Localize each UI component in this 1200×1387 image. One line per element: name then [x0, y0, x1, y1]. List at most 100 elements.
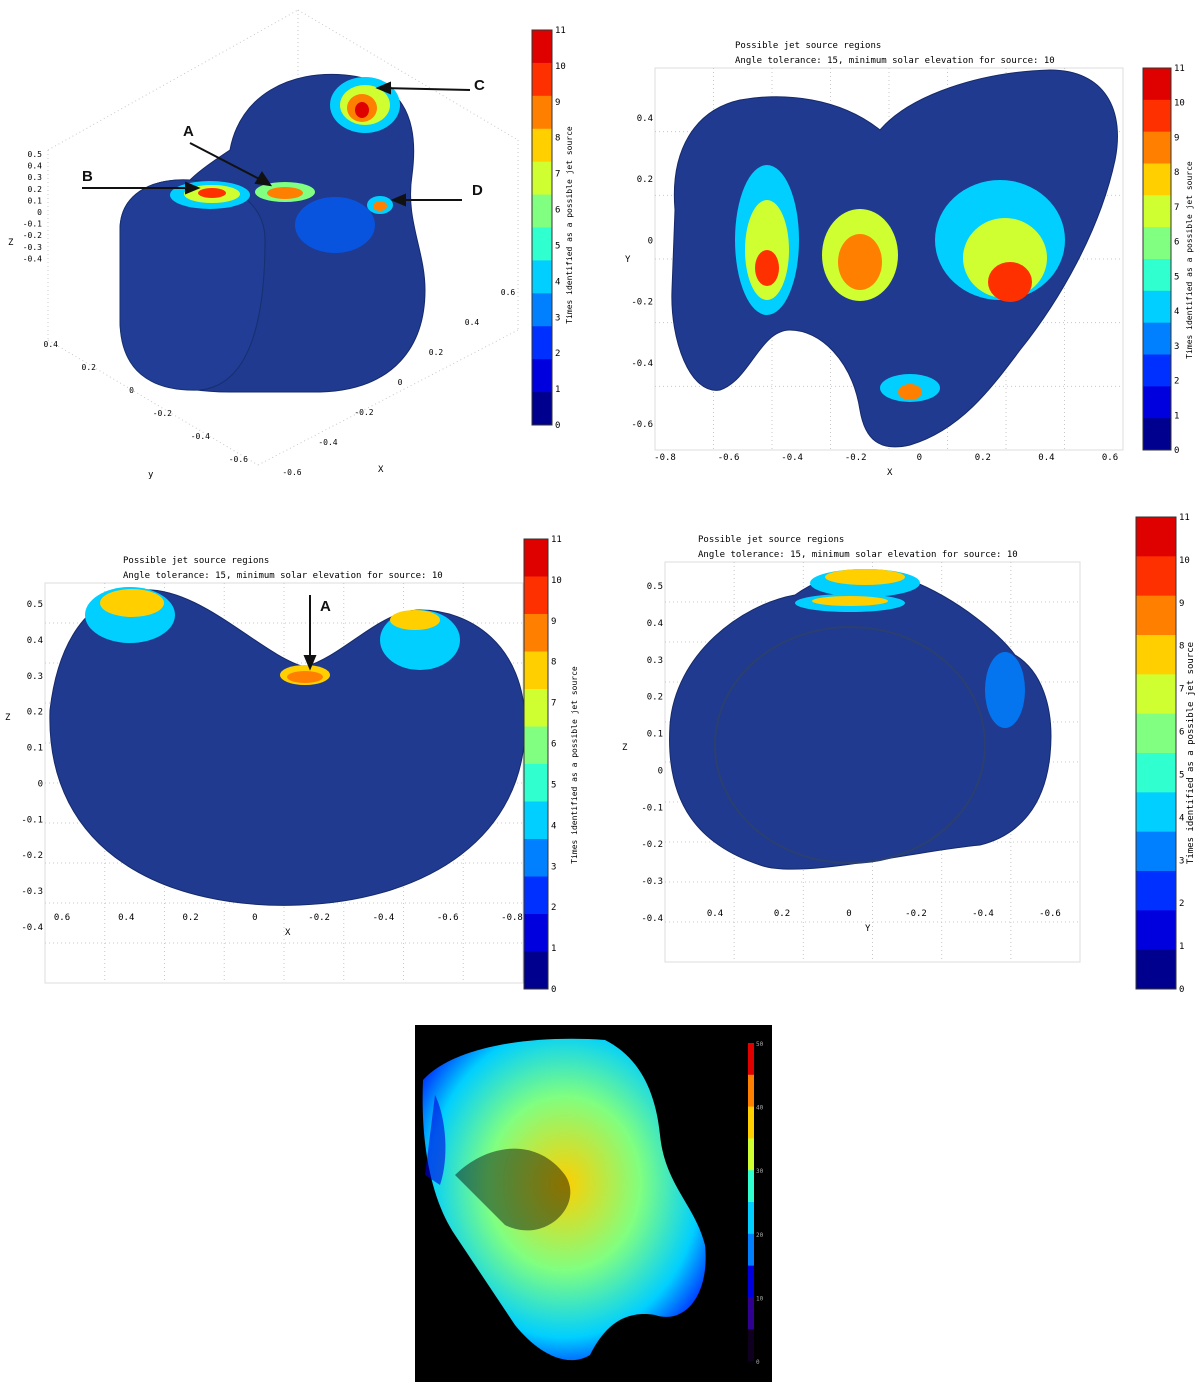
- colorbar-segment: [1143, 386, 1171, 419]
- colorbar-segment: [1136, 831, 1176, 872]
- y-tick-label: 0.4: [647, 619, 663, 629]
- colorbar-segment: [748, 1138, 754, 1171]
- colorbar-tick-label: 7: [1174, 203, 1179, 213]
- y-tick-label: -0.1: [641, 803, 663, 813]
- y-tick-label: 0: [129, 386, 134, 395]
- colorbar-segment: [524, 951, 548, 990]
- y-tick-label: -0.4: [641, 914, 663, 924]
- y-tick-label: 0: [38, 779, 43, 789]
- colorbar-segment: [748, 1297, 754, 1330]
- colorbar-tick-label: 0: [1174, 446, 1179, 456]
- colorbar-segment: [1136, 753, 1176, 793]
- colorbar-tick-label: 1: [555, 385, 560, 395]
- colorbar-tick-label: 0: [555, 421, 560, 431]
- colorbar-segment: [524, 726, 548, 765]
- colorbar-tick-label: 6: [555, 206, 560, 216]
- axis-label-x: X: [378, 465, 384, 475]
- colorbar-segment: [524, 576, 548, 615]
- colorbar-segment: [1136, 949, 1176, 990]
- y-tick-label: 0.5: [27, 600, 43, 610]
- annotation-arrows: [82, 81, 471, 207]
- chart-yz-view: Possible jet source regions Angle tolera…: [622, 513, 1196, 995]
- y-tick-label: 0.3: [647, 656, 663, 666]
- colorbar-tick-label: 5: [555, 241, 560, 251]
- colorbar-tick-label: 2: [1179, 899, 1184, 909]
- colorbar-label: Times identified as a possible jet sourc…: [570, 666, 579, 864]
- y-tick-label: 0.2: [647, 693, 663, 703]
- colorbar-tick-label: 9: [1174, 133, 1179, 143]
- axis-label-y: y: [148, 470, 154, 480]
- annotation-label-c: C: [474, 77, 485, 94]
- colorbar-tick-label: 10: [756, 1295, 764, 1302]
- panel-yz-view: Possible jet source regions Angle tolera…: [600, 505, 1200, 1000]
- colorbar-segment: [1143, 418, 1171, 451]
- axis-ticks-x: -0.6 -0.4 -0.2 0 0.2 0.4 0.6: [282, 288, 515, 477]
- colorbar-tick-label: 11: [551, 535, 562, 545]
- colorbar-tick-label: 3: [1179, 856, 1184, 866]
- colorbar-tick-label: 7: [555, 170, 560, 180]
- axis-label-x: X: [887, 468, 893, 478]
- x-tick-label: -0.4: [781, 453, 803, 463]
- panel-top-view: Possible jet source regions Angle tolera…: [580, 0, 1200, 480]
- colorbar-segment: [1143, 99, 1171, 133]
- colorbar-segment: [1143, 259, 1171, 292]
- x-tick-label: 0.2: [429, 348, 444, 357]
- colorbar-tick-label: 5: [551, 780, 556, 790]
- colorbar-tick-label: 4: [551, 821, 556, 831]
- colorbar-segment: [532, 128, 552, 163]
- chart-title: Possible jet source regions: [698, 535, 844, 545]
- colorbar-label: Times identified as a possible jet sourc…: [1186, 642, 1196, 864]
- x-ticks: 0.6 0.4 0.2 0 -0.2 -0.4 -0.6 -0.8: [54, 913, 523, 923]
- x-tick-label: 0.4: [118, 913, 134, 923]
- x-tick-label: 0.2: [975, 453, 991, 463]
- colorbar-segment: [524, 764, 548, 802]
- colorbar-segment: [1143, 131, 1171, 164]
- x-tick-label: -0.6: [718, 453, 740, 463]
- hotspots: [795, 569, 1025, 728]
- hotspots: [170, 77, 400, 253]
- colorbar-segment: [748, 1329, 754, 1362]
- z-tick-label: -0.4: [23, 254, 42, 263]
- colorbar-segment: [1136, 517, 1176, 557]
- shadow-region-2: [425, 1095, 446, 1185]
- colorbar-tick-label: 0: [551, 985, 556, 995]
- colorbar-segment: [1143, 227, 1171, 260]
- hotspots: [735, 165, 1065, 402]
- colorbar-segment: [748, 1265, 754, 1298]
- axis-label-y: Z: [622, 743, 628, 753]
- axis-label-x: X: [285, 928, 291, 938]
- annotation-label-b: B: [82, 168, 93, 185]
- colorbar-segment: [524, 876, 548, 915]
- colorbar-segment: [532, 260, 552, 294]
- z-tick-label: 0.3: [28, 173, 43, 182]
- chart-3d-view: 0.50.40.30.20.10-0.1-0.2-0.3-0.4 0.40.20…: [8, 9, 574, 480]
- y-tick-label: 0.4: [44, 340, 59, 349]
- colorbar-tick-label: 7: [1179, 685, 1184, 695]
- x-tick-label: 0.6: [54, 913, 70, 923]
- x-tick-label: -0.6: [282, 468, 301, 477]
- colorbar-tick-label: 20: [756, 1232, 764, 1239]
- x-tick-label: -0.6: [437, 913, 459, 923]
- axis-label-x: Y: [865, 924, 871, 934]
- x-ticks: 0.4 0.2 0 -0.2 -0.4 -0.6: [707, 909, 1061, 919]
- colorbar-tick-label: 8: [1174, 168, 1179, 178]
- colorbar-segment: [1143, 163, 1171, 196]
- colorbar-segment: [1136, 556, 1176, 597]
- x-tick-label: 0.4: [1038, 453, 1054, 463]
- y-tick-label: -0.4: [191, 432, 210, 441]
- colorbar-segment: [1136, 792, 1176, 833]
- colorbar-frame: [531, 29, 553, 426]
- colorbar-tick-label: 8: [555, 134, 560, 144]
- y-tick-label: -0.6: [229, 455, 248, 464]
- colorbar-segment: [532, 359, 552, 393]
- y-tick-label: -0.2: [631, 298, 653, 308]
- colorbar-tick-label: 2: [1174, 377, 1179, 387]
- x-tick-label: 0: [398, 378, 403, 387]
- comet-surface: [422, 1038, 706, 1361]
- chart-subtitle: Angle tolerance: 15, minimum solar eleva…: [698, 550, 1018, 560]
- colorbar-segment: [524, 539, 548, 577]
